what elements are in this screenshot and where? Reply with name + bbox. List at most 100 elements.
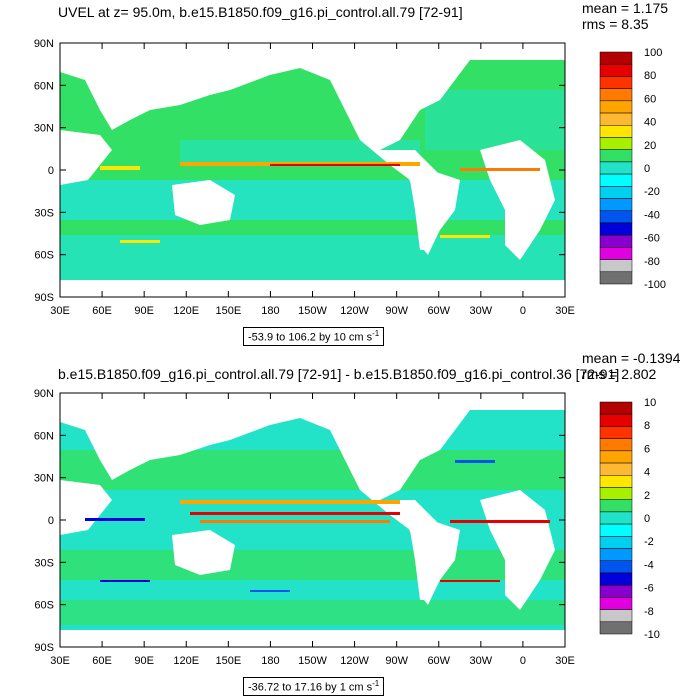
x-tick-label: 120E bbox=[173, 305, 199, 317]
colorbar-swatch bbox=[599, 621, 633, 635]
x-tick-label: 150E bbox=[215, 305, 241, 317]
colorbar-swatch bbox=[599, 572, 633, 586]
colorbar-label: -6 bbox=[644, 583, 654, 595]
colorbar-label: 80 bbox=[644, 70, 656, 82]
colorbar-label: 10 bbox=[644, 397, 656, 409]
y-tick-label: 90S bbox=[34, 642, 54, 654]
landmass-south-america bbox=[405, 500, 450, 605]
colorbar-swatch bbox=[599, 401, 633, 415]
colorbar-label: -60 bbox=[644, 233, 660, 245]
y-tick-label: 0 bbox=[48, 165, 54, 177]
current-band bbox=[440, 235, 490, 238]
current-band bbox=[85, 518, 145, 521]
colorbar-label: 4 bbox=[644, 467, 650, 479]
y-tick-label: 90S bbox=[34, 292, 54, 304]
axis-ticks: 30E 60E 90E 120E 150E 180 150W 120W 90W 60W 30W 0 30… bbox=[34, 38, 575, 317]
colorbar-swatch bbox=[599, 475, 633, 488]
y-tick-label: 60N bbox=[34, 80, 54, 92]
x-tick-label: 90E bbox=[134, 305, 154, 317]
x-tick-label: 150W bbox=[298, 655, 327, 667]
map-panel-bottom: b.e15.B1850.f09_g16.pi_control.all.79 [7… bbox=[0, 350, 700, 700]
colorbar-swatch bbox=[599, 234, 633, 248]
x-tick-label: 90E bbox=[134, 655, 154, 667]
x-tick-label: 30W bbox=[470, 305, 493, 317]
landmass-africa bbox=[60, 130, 112, 185]
colorbar-swatch bbox=[599, 112, 633, 126]
colorbar-swatch bbox=[599, 222, 633, 236]
x-tick-label: 60W bbox=[427, 305, 450, 317]
current-band bbox=[440, 580, 500, 582]
landmass-australia bbox=[172, 530, 235, 575]
current-band bbox=[455, 460, 495, 463]
landmass-south-america bbox=[405, 150, 450, 255]
current-band bbox=[120, 240, 160, 243]
colorbar-label: 8 bbox=[644, 420, 650, 432]
y-tick-label: 30N bbox=[34, 123, 54, 135]
colorbar-swatch bbox=[599, 271, 633, 285]
y-tick-label: 0 bbox=[48, 515, 54, 527]
colorbar-swatch bbox=[599, 173, 633, 187]
x-tick-label: 60E bbox=[92, 305, 112, 317]
map-plot: 30E 60E 90E 120E 150E 180 150W 120W 90W 60W 30W 0 30… bbox=[34, 388, 660, 667]
x-tick-label: 180 bbox=[261, 305, 279, 317]
x-tick-label: 30E bbox=[50, 305, 70, 317]
y-tick-label: 60S bbox=[34, 600, 54, 612]
y-tick-label: 90N bbox=[34, 38, 54, 50]
colorbar: 100 80 60 40 20 0 -20 -40 -60 -80 -100 bbox=[599, 47, 666, 291]
colorbar-label: 20 bbox=[644, 140, 656, 152]
colorbar-label: 60 bbox=[644, 93, 656, 105]
x-tick-label: 150W bbox=[298, 305, 327, 317]
current-band bbox=[190, 512, 400, 515]
colorbar-swatch bbox=[599, 536, 633, 549]
y-tick-label: 30S bbox=[34, 557, 54, 569]
x-tick-label: 0 bbox=[520, 655, 526, 667]
colorbar-swatch bbox=[599, 125, 633, 138]
colorbar-label: -2 bbox=[644, 536, 654, 548]
colorbar-label: -10 bbox=[644, 629, 660, 641]
colorbar-label: 0 bbox=[644, 163, 650, 175]
x-tick-label: 90W bbox=[385, 305, 408, 317]
colorbar-swatch bbox=[599, 450, 633, 464]
x-tick-label: 180 bbox=[261, 655, 279, 667]
x-tick-label: 150E bbox=[215, 655, 241, 667]
x-tick-label: 30E bbox=[50, 655, 70, 667]
colorbar-swatch bbox=[599, 462, 633, 476]
colorbar-swatch bbox=[599, 584, 633, 598]
current-band bbox=[270, 164, 400, 166]
colorbar: 10 8 6 4 2 0 -2 -4 -6 -8 -10 bbox=[599, 397, 660, 641]
x-tick-label: 90W bbox=[385, 655, 408, 667]
x-tick-label: 60E bbox=[92, 655, 112, 667]
panel-title: UVEL at z= 95.0m, b.e15.B1850.f09_g16.pi… bbox=[58, 4, 463, 20]
current-band bbox=[450, 520, 550, 523]
current-band bbox=[250, 590, 290, 592]
x-tick-label: 120W bbox=[340, 655, 369, 667]
map-panel-top: UVEL at z= 95.0m, b.e15.B1850.f09_g16.pi… bbox=[34, 0, 668, 346]
y-tick-label: 60S bbox=[34, 250, 54, 262]
colorbar-swatch bbox=[599, 137, 633, 150]
colorbar-label: 100 bbox=[644, 47, 662, 59]
landmass-africa bbox=[60, 480, 112, 535]
axis-ticks: 30E 60E 90E 120E 150E 180 150W 120W 90W 60W 30W 0 30… bbox=[34, 388, 575, 667]
colorbar-swatch bbox=[599, 259, 633, 273]
colorbar-swatch bbox=[599, 597, 633, 610]
colorbar-label: -80 bbox=[644, 256, 660, 268]
mean-value: mean = -0.1394 bbox=[582, 350, 681, 366]
colorbar-swatch bbox=[599, 51, 633, 65]
map-field bbox=[60, 393, 565, 647]
colorbar-swatch bbox=[599, 247, 633, 260]
landmass-australia bbox=[172, 180, 235, 225]
x-tick-label: 30E bbox=[555, 305, 575, 317]
panel-title: b.e15.B1850.f09_g16.pi_control.all.79 [7… bbox=[58, 366, 620, 382]
colorbar-swatch bbox=[599, 210, 633, 224]
map-field bbox=[60, 43, 565, 297]
current-band bbox=[180, 500, 400, 504]
x-tick-label: 30W bbox=[470, 655, 493, 667]
colorbar-swatch bbox=[599, 426, 633, 439]
colorbar-swatch bbox=[599, 560, 633, 574]
colorbar-label: -8 bbox=[644, 606, 654, 618]
colorbar-swatch bbox=[599, 198, 633, 211]
y-tick-label: 30S bbox=[34, 207, 54, 219]
colorbar-swatch bbox=[599, 511, 633, 525]
rms-value: rms = 8.35 bbox=[582, 16, 649, 32]
colorbar-swatch bbox=[599, 487, 633, 500]
